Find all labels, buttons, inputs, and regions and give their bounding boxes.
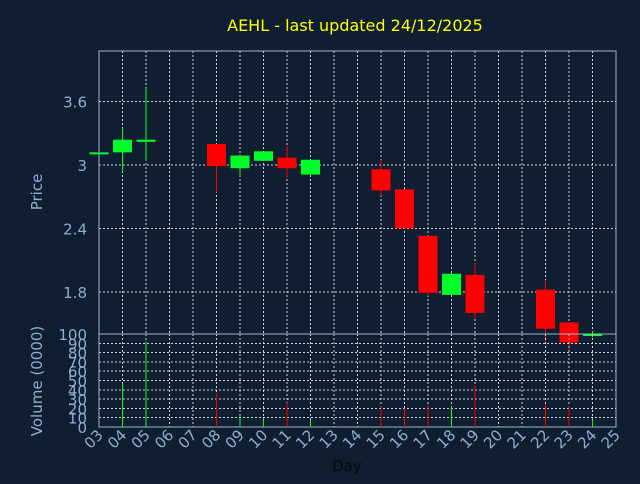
- candle-body: [371, 169, 391, 191]
- candle-body: [418, 235, 438, 293]
- candle: [89, 152, 109, 155]
- candle: [418, 235, 438, 296]
- price-tick-label: 2.4: [63, 220, 87, 238]
- candle: [301, 159, 320, 175]
- candle-body: [277, 157, 297, 169]
- candle-body: [89, 152, 109, 155]
- candle-body: [465, 274, 485, 313]
- candle-body: [395, 189, 414, 229]
- chart-title: AEHL - last updated 24/12/2025: [227, 16, 483, 35]
- candle-body: [536, 289, 555, 329]
- volume-tick-label: 80: [68, 345, 87, 363]
- candle-body: [442, 273, 461, 295]
- x-axis-label: Day: [332, 457, 362, 475]
- price-tick-label: 3: [77, 157, 87, 175]
- candle-body: [230, 155, 250, 169]
- volume-tick-label: 100: [58, 326, 87, 344]
- candle-body: [301, 159, 320, 175]
- candle: [536, 280, 555, 342]
- candle-body: [559, 322, 579, 343]
- price-panel: 1.8 2.4 3 3.6: [63, 50, 617, 352]
- volume-tick-label: 30: [68, 391, 87, 409]
- candle: [254, 151, 273, 161]
- candle: [277, 146, 297, 178]
- candle-body: [254, 151, 273, 161]
- volume-tick-label: 70: [68, 354, 87, 372]
- candle: [465, 263, 485, 319]
- volume-tick-label: 40: [68, 382, 87, 400]
- candle-body: [207, 143, 226, 167]
- volume-plot-frame: [98, 333, 617, 428]
- candle: [230, 154, 250, 177]
- volume-tick-label: 0: [77, 419, 87, 437]
- candle: [136, 87, 156, 161]
- volume-axis-label: Volume (0000): [28, 326, 46, 436]
- price-axis-label: Price: [28, 174, 46, 211]
- price-tick-label: 1.8: [63, 284, 87, 302]
- candle: [395, 189, 414, 229]
- volume-tick-label: 50: [68, 373, 87, 391]
- candle: [113, 128, 132, 173]
- volume-tick-label: 90: [68, 335, 87, 353]
- volume-tick-label: 60: [68, 363, 87, 381]
- candle-body: [136, 139, 156, 142]
- candle: [442, 272, 461, 295]
- price-tick-label: 3.6: [63, 94, 87, 112]
- candle: [371, 159, 391, 196]
- volume-tick-label: 10: [68, 410, 87, 428]
- candle-body: [113, 139, 132, 153]
- candle: [207, 143, 226, 193]
- volume-tick-label: 20: [68, 400, 87, 418]
